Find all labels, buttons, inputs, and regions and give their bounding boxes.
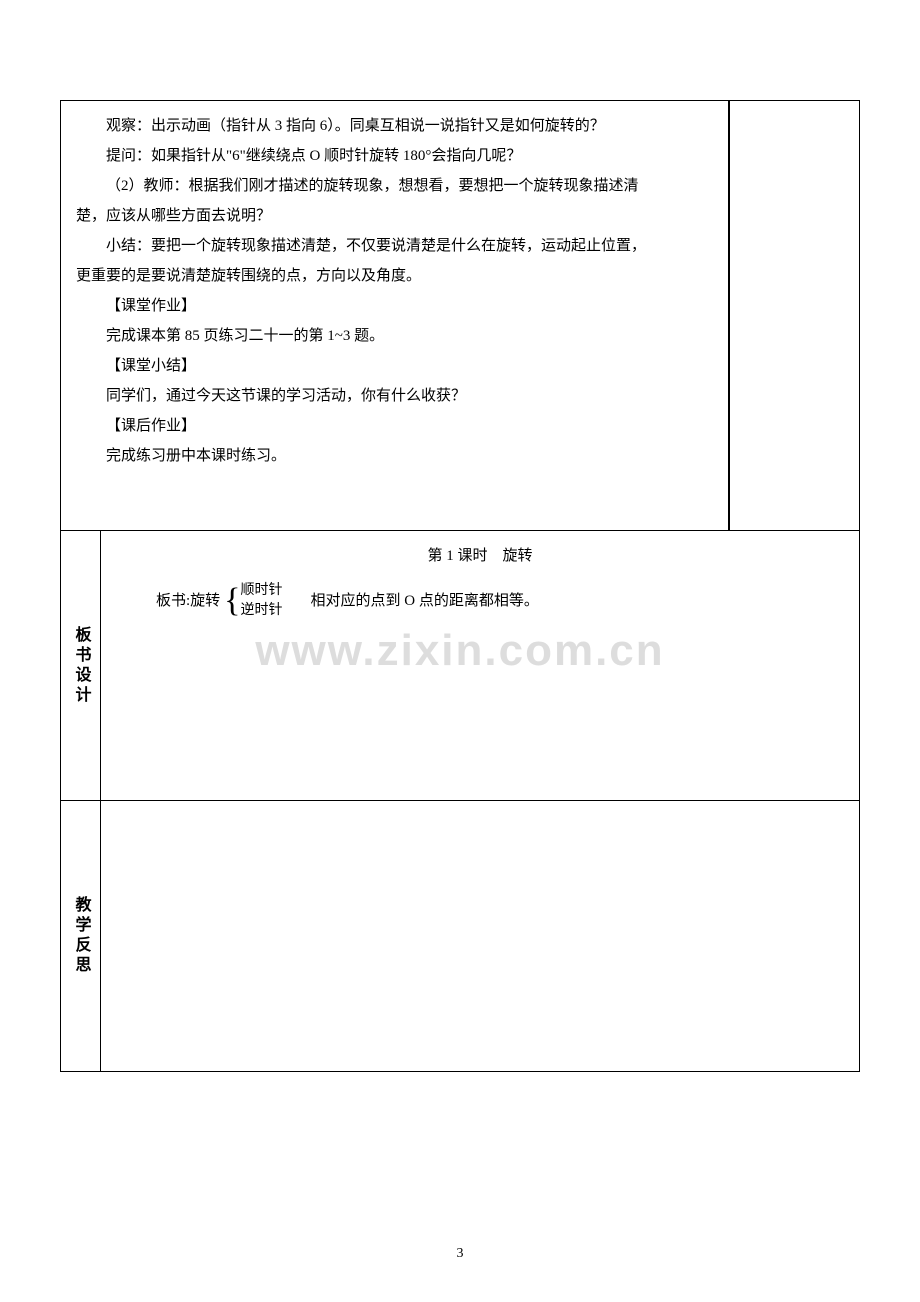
document-page: www.zixin.com.cn 观察：出示动画（指针从 3 指向 6）。同桌互… [0, 0, 920, 1302]
content-line: 同学们，通过今天这节课的学习活动，你有什么收获？ [76, 381, 713, 411]
reflection-content-cell [101, 801, 859, 1071]
board-content-cell: 第 1 课时 旋转 板书:旋转 { 顺时针 逆时针 相对应的点到 O 点的距离都… [101, 531, 859, 800]
lesson-plan-table: 观察：出示动画（指针从 3 指向 6）。同桌互相说一说指针又是如何旋转的？ 提问… [60, 100, 860, 1072]
content-line: 【课堂小结】 [76, 351, 713, 381]
content-section-row: 观察：出示动画（指针从 3 指向 6）。同桌互相说一说指针又是如何旋转的？ 提问… [61, 101, 859, 531]
main-content-cell: 观察：出示动画（指针从 3 指向 6）。同桌互相说一说指针又是如何旋转的？ 提问… [61, 101, 729, 530]
page-number: 3 [457, 1246, 464, 1262]
content-line: 完成课本第 85 页练习二十一的第 1~3 题。 [76, 321, 713, 351]
brace-item: 顺时针 [241, 581, 283, 601]
right-empty-cell [729, 101, 859, 530]
board-design-row: 板书设计 第 1 课时 旋转 板书:旋转 { 顺时针 逆时针 [61, 531, 859, 801]
board-formula: 板书:旋转 { 顺时针 逆时针 相对应的点到 O 点的距离都相等。 [156, 581, 824, 620]
board-content-wrapper: 第 1 课时 旋转 板书:旋转 { 顺时针 逆时针 相对应的点到 O 点的距离都… [116, 541, 844, 620]
brace-item: 逆时针 [241, 601, 283, 621]
content-line: 楚，应该从哪些方面去说明？ [76, 201, 713, 231]
formula-tail: 相对应的点到 O 点的距离都相等。 [311, 586, 539, 616]
content-line: 完成练习册中本课时练习。 [76, 441, 713, 471]
content-line: 更重要的是要说清楚旋转围绕的点，方向以及角度。 [76, 261, 713, 291]
brace-items: 顺时针 逆时针 [241, 581, 283, 620]
content-line: 观察：出示动画（指针从 3 指向 6）。同桌互相说一说指针又是如何旋转的？ [76, 111, 713, 141]
reflection-label: 教学反思 [69, 896, 93, 976]
content-line: 小结：要把一个旋转现象描述清楚，不仅要说清楚是什么在旋转，运动起止位置， [76, 231, 713, 261]
reflection-row: 教学反思 [61, 801, 859, 1071]
left-brace-icon: { [224, 584, 240, 618]
formula-prefix: 板书:旋转 [156, 586, 220, 616]
content-line: 提问：如果指针从"6"继续绕点 O 顺时针旋转 180°会指向几呢？ [76, 141, 713, 171]
board-title: 第 1 课时 旋转 [136, 541, 824, 571]
board-label-cell: 板书设计 [61, 531, 101, 800]
content-line: （2）教师：根据我们刚才描述的旋转现象，想想看，要想把一个旋转现象描述清 [76, 171, 713, 201]
reflection-label-cell: 教学反思 [61, 801, 101, 1071]
brace-group: { 顺时针 逆时针 [224, 581, 282, 620]
content-line: 【课堂作业】 [76, 291, 713, 321]
board-label: 板书设计 [69, 626, 93, 706]
content-line: 【课后作业】 [76, 411, 713, 441]
